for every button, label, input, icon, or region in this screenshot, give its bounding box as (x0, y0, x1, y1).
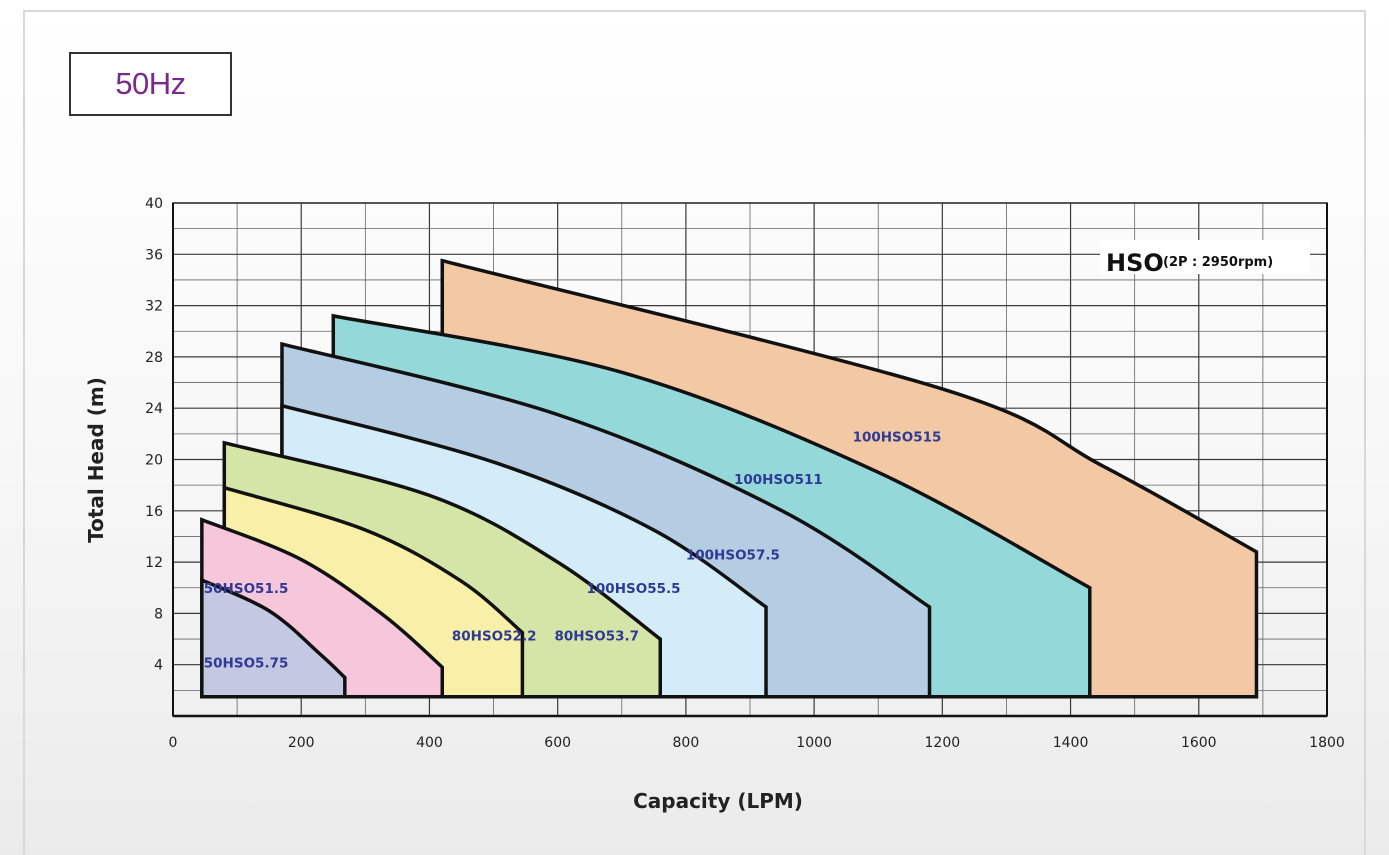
y-tick-label: 28 (145, 350, 163, 366)
y-tick-label: 40 (145, 196, 163, 212)
x-tick-label: 1200 (925, 735, 961, 751)
model-label: 50HSO5.75 (204, 655, 289, 671)
model-label: 100HSO515 (853, 430, 942, 446)
x-tick-label: 400 (416, 735, 443, 751)
chart-frame (23, 10, 1366, 855)
y-tick-label: 12 (145, 555, 163, 571)
y-axis-title: Total Head (m) (84, 377, 108, 543)
series-name: HSO (1106, 249, 1164, 277)
frequency-label: 50Hz (115, 66, 186, 101)
frequency-box: 50Hz (69, 52, 232, 116)
y-tick-label: 20 (145, 453, 163, 469)
model-label: 50HSO51.5 (204, 581, 289, 597)
series-title: HSO (2P : 2950rpm) (1100, 240, 1310, 277)
y-tick-label: 4 (154, 658, 163, 674)
model-label: 80HSO52.2 (452, 628, 537, 644)
series-title-background (1100, 240, 1310, 274)
model-label: 100HSO57.5 (686, 548, 780, 564)
axes (172, 202, 1328, 718)
y-tick-label: 16 (145, 504, 163, 520)
curves (200, 258, 1259, 699)
x-tick-label: 0 (169, 735, 178, 751)
series-subtitle: (2P : 2950rpm) (1163, 255, 1273, 270)
y-tick-label: 24 (145, 401, 163, 417)
x-tick-label: 1000 (796, 735, 832, 751)
x-tick-label: 1400 (1053, 735, 1089, 751)
model-label: 100HSO55.5 (587, 581, 681, 597)
x-tick-label: 600 (544, 735, 571, 751)
x-tick-label: 800 (673, 735, 700, 751)
x-tick-label: 1600 (1181, 735, 1217, 751)
y-tick-label: 36 (145, 247, 163, 263)
model-label: 100HSO511 (734, 472, 823, 488)
model-labels: 100HSO515 100HSO511 100HSO57.5 100HSO55.5 80… (204, 430, 942, 672)
x-axis-title: Capacity (LPM) (633, 789, 803, 813)
tick-labels: 0 200 400 600 800 1000 1200 1400 1600 1800 4 8 12 16 2… (145, 196, 1345, 751)
y-tick-label: 32 (145, 299, 163, 315)
y-tick-label: 8 (154, 606, 163, 622)
region-50hso5-75 (200, 577, 347, 699)
model-label: 80HSO53.7 (554, 628, 639, 644)
x-tick-label: 200 (288, 735, 315, 751)
x-tick-label: 1800 (1309, 735, 1345, 751)
